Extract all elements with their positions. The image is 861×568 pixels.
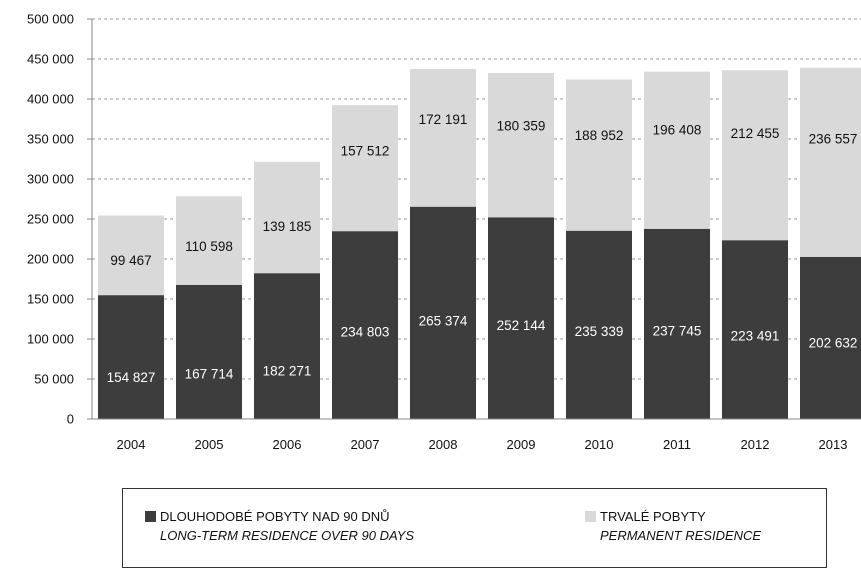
bar-long-term-2013 (800, 256, 861, 419)
data-label-permanent-2005: 110 598 (185, 239, 233, 254)
data-label-long-term-2012: 223 491 (731, 328, 780, 343)
legend-label-long-term-en: LONG-TERM RESIDENCE OVER 90 DAYS (160, 528, 415, 543)
y-tick-label: 300 000 (27, 172, 74, 187)
y-tick-label: 250 000 (27, 212, 74, 227)
legend-swatch-permanent (585, 511, 596, 522)
x-tick-label-2009: 2009 (507, 437, 536, 452)
data-label-permanent-2010: 188 952 (575, 128, 624, 143)
stacked-bar-chart: 0 50 000 100 000 150 000 200 000 250 000 300 0… (27, 12, 861, 452)
bar-long-term-2011 (644, 228, 710, 419)
x-tick-label-2006: 2006 (273, 437, 302, 452)
data-label-permanent-2013: 236 557 (809, 131, 858, 146)
y-tick-label: 400 000 (27, 92, 74, 107)
y-tick-label: 50 000 (34, 372, 74, 387)
x-tick-label-2005: 2005 (195, 437, 224, 452)
bar-long-term-2007 (332, 231, 398, 419)
legend-item-long-term: DLOUHODOBÉ POBYTY NAD 90 DNŮ LONG-TERM R… (145, 507, 414, 545)
bar-permanent-2009 (488, 72, 554, 218)
y-tick-label: 350 000 (27, 132, 74, 147)
data-label-long-term-2007: 234 803 (341, 324, 390, 339)
bar-permanent-2013 (800, 67, 861, 257)
bar-permanent-2012 (722, 70, 788, 241)
bar-permanent-2006 (254, 161, 320, 274)
bar-permanent-2004 (98, 215, 164, 296)
data-label-permanent-2006: 139 185 (263, 219, 312, 234)
data-label-permanent-2009: 180 359 (497, 119, 546, 134)
data-label-long-term-2011: 237 745 (653, 323, 702, 338)
x-tick-label-2007: 2007 (351, 437, 380, 452)
data-label-long-term-2009: 252 144 (497, 318, 546, 333)
bar-permanent-2010 (566, 79, 632, 231)
data-label-long-term-2010: 235 339 (575, 324, 624, 339)
bar-permanent-2008 (410, 68, 476, 207)
y-tick-label: 100 000 (27, 332, 74, 347)
data-label-long-term-2005: 167 714 (185, 367, 234, 382)
bar-long-term-2012 (722, 240, 788, 419)
data-label-permanent-2008: 172 191 (419, 112, 468, 127)
legend-swatch-long-term (145, 511, 156, 522)
data-label-permanent-2012: 212 455 (731, 126, 780, 141)
legend: DLOUHODOBÉ POBYTY NAD 90 DNŮ LONG-TERM R… (122, 488, 827, 568)
bar-long-term-2004 (98, 295, 164, 419)
x-tick-label-2013: 2013 (819, 437, 848, 452)
x-tick-label-2004: 2004 (117, 437, 146, 452)
bar-permanent-2011 (644, 71, 710, 229)
y-tick-label: 150 000 (27, 292, 74, 307)
y-tick-label: 0 (67, 412, 74, 427)
y-tick-label: 450 000 (27, 52, 74, 67)
x-tick-label-2012: 2012 (741, 437, 770, 452)
data-label-permanent-2011: 196 408 (653, 123, 702, 138)
data-label-permanent-2004: 99 467 (110, 253, 151, 268)
legend-label-permanent-cz: TRVALÉ POBYTY (600, 509, 706, 524)
bar-long-term-2010 (566, 230, 632, 419)
data-label-long-term-2013: 202 632 (809, 336, 858, 351)
legend-item-permanent: TRVALÉ POBYTY PERMANENT RESIDENCE (585, 507, 761, 545)
x-axis-tick-labels: 2004 2005 2006 2007 2008 2009 2010 2011 2012 2013 (117, 437, 848, 452)
x-tick-label-2008: 2008 (429, 437, 458, 452)
data-label-permanent-2007: 157 512 (341, 144, 390, 159)
bar-permanent-2005 (176, 196, 242, 285)
bar-long-term-2005 (176, 284, 242, 419)
y-tick-label: 500 000 (27, 12, 74, 27)
data-label-long-term-2008: 265 374 (419, 314, 468, 329)
bar-long-term-2008 (410, 206, 476, 419)
bar-permanent-2007 (332, 105, 398, 232)
bar-long-term-2009 (488, 217, 554, 419)
x-tick-label-2010: 2010 (585, 437, 614, 452)
bar-long-term-2006 (254, 273, 320, 419)
y-tick-label: 200 000 (27, 252, 74, 267)
bars: 154 827 99 467 167 714 110 598 182 271 139 18… (98, 67, 861, 419)
legend-label-permanent-en: PERMANENT RESIDENCE (600, 528, 762, 543)
data-label-long-term-2004: 154 827 (107, 370, 156, 385)
data-label-long-term-2006: 182 271 (263, 363, 312, 378)
legend-label-long-term-cz: DLOUHODOBÉ POBYTY NAD 90 DNŮ (160, 509, 390, 524)
y-axis-tick-labels: 0 50 000 100 000 150 000 200 000 250 000 300 0… (27, 12, 74, 427)
x-tick-label-2011: 2011 (663, 437, 691, 452)
